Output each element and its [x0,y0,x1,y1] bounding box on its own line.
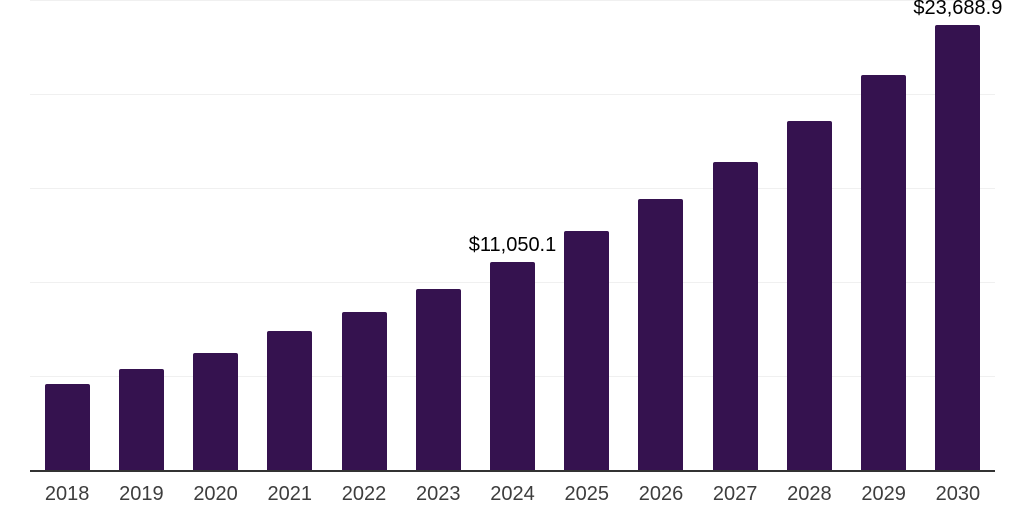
bar-2027 [712,161,758,470]
bar-2018 [44,384,90,470]
bar-2022 [341,311,387,470]
bar-2020 [193,353,239,470]
bar-2029 [861,74,907,470]
bar-2028 [786,120,832,470]
bar-2025 [564,231,610,470]
bar-2026 [638,198,684,470]
x-tick-label-2021: 2021 [267,483,313,505]
x-tick-label-2020: 2020 [193,483,238,505]
x-tick-label-2024: 2024 [490,483,535,505]
gridline [30,94,995,95]
x-tick-label-2022: 2022 [341,483,387,505]
gridline [30,188,995,189]
x-tick-label-2027: 2027 [712,483,758,505]
bar-2030 [935,24,981,470]
bar-2021 [267,331,313,470]
x-tick-label-2025: 2025 [564,483,609,505]
x-tick-label-2018: 2018 [44,483,90,505]
bar-2024 [490,262,535,470]
x-tick-label-2030: 2030 [935,483,981,505]
data-label-2024: $11,050.1 [468,234,557,257]
x-axis-line [30,470,995,472]
bar-2019 [118,369,164,470]
x-tick-label-2023: 2023 [416,483,461,505]
x-tick-label-2028: 2028 [787,483,832,505]
x-tick-label-2019: 2019 [119,483,164,505]
data-label-2030: $23,688.9 [913,0,1003,19]
x-tick-label-2029: 2029 [861,483,906,505]
gridline [30,0,995,1]
bar-2023 [415,289,461,470]
x-tick-label-2026: 2026 [638,483,684,505]
